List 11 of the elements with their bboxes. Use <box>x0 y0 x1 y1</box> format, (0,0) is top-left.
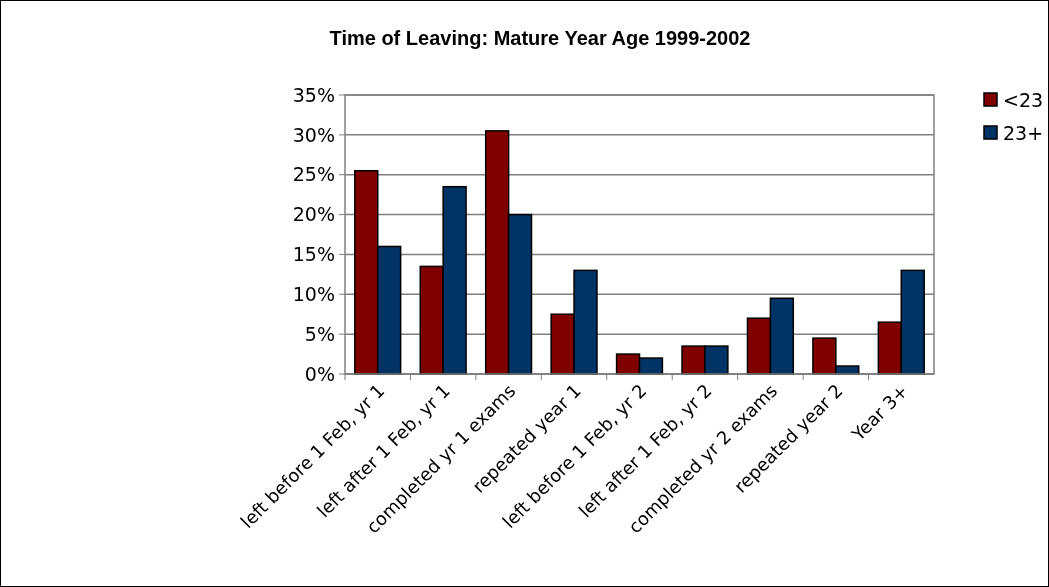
chart-title: Time of Leaving: Mature Year Age 1999-2002 <box>329 27 751 49</box>
y-tick-label: 25% <box>292 163 335 186</box>
y-tick-label: 35% <box>292 83 335 106</box>
legend-label: <23 <box>1003 88 1044 111</box>
y-tick-label: 5% <box>304 322 335 345</box>
y-tick-label: 15% <box>292 243 335 266</box>
legend-label: 23+ <box>1003 121 1044 144</box>
y-tick-label: 30% <box>292 123 335 146</box>
y-tick-label: 0% <box>304 362 335 385</box>
y-tick-label: 10% <box>292 282 335 305</box>
y-tick-label: 20% <box>292 203 335 226</box>
